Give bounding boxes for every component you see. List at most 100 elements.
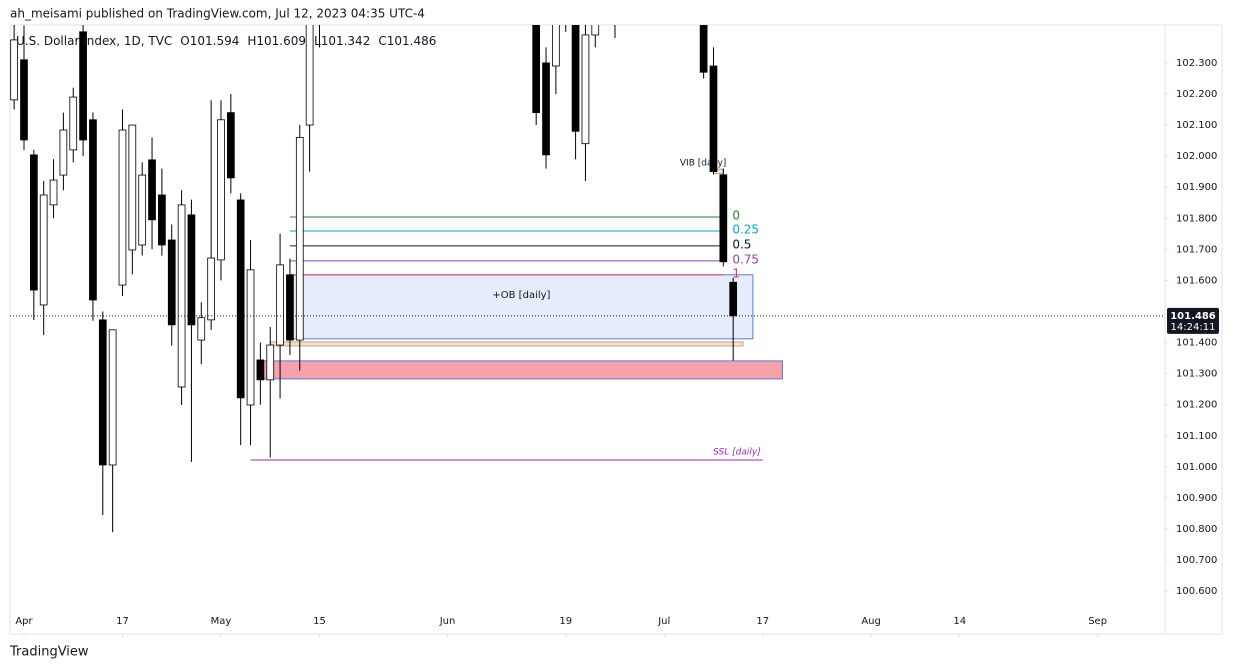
x-tick-label: Aug <box>861 616 881 627</box>
y-tick-label: 101.000 <box>1176 462 1217 473</box>
last-price-tag <box>1167 307 1219 334</box>
ssl-label: SSL [daily] <box>713 448 761 458</box>
candle-body <box>89 119 97 301</box>
x-tick-label: 17 <box>116 616 129 627</box>
candle-body <box>729 281 738 317</box>
legend: U.S. Dollar Index, 1D, TVC O101.594 H101.6… <box>16 34 436 48</box>
candle-body <box>167 239 176 326</box>
y-tick-label: 101.400 <box>1176 338 1217 349</box>
candle-body <box>49 179 58 206</box>
candle-body <box>266 344 275 381</box>
candle-body <box>226 112 235 179</box>
candle-body <box>591 25 600 36</box>
candle-body <box>158 194 166 246</box>
x-tick-label: Jun <box>439 616 456 627</box>
candle-body <box>59 129 68 176</box>
y-tick-label: 100.700 <box>1176 555 1217 566</box>
c-value: 101.486 <box>387 34 437 48</box>
y-tick-label: 101.800 <box>1176 213 1217 224</box>
candle-body <box>20 59 28 141</box>
ob-label: +OB [daily] <box>492 290 550 301</box>
x-tick-label: Jul <box>657 616 670 627</box>
ob-box <box>289 274 754 340</box>
candle-body <box>581 34 590 145</box>
candle-body <box>256 359 265 381</box>
candle-body <box>562 0 569 16</box>
y-tick-label: 100.900 <box>1176 493 1217 504</box>
plot: +OB [daily] 00.250.50.751 SSL [daily] VIB [… <box>10 0 1165 533</box>
y-tick-label: 101.100 <box>1176 431 1217 442</box>
axes: 100.600 100.700 100.800 100.900 101.000 101.1… <box>15 58 1219 637</box>
fib-label: 0.5 <box>732 237 751 251</box>
candle-body <box>39 194 48 306</box>
last-price-label: 101.486 <box>1170 311 1216 322</box>
x-tick-label: 15 <box>313 616 326 627</box>
y-tick-label: 101.900 <box>1176 182 1217 193</box>
candle-body <box>69 96 78 151</box>
x-tick-label: Apr <box>15 616 33 627</box>
candle-body <box>217 119 225 261</box>
brand: TradingView <box>9 645 89 660</box>
h-value: 101.609 <box>256 34 306 48</box>
y-tick-label: 101.200 <box>1176 400 1217 411</box>
fib-label: 0 <box>732 209 740 223</box>
vib-label: VIB [daily] <box>680 159 726 169</box>
candle-body <box>79 31 87 141</box>
candle-body <box>552 25 560 67</box>
y-tick-label: 102.100 <box>1176 120 1217 131</box>
x-tick-label: May <box>211 616 232 627</box>
fib-label: 0.75 <box>732 252 759 266</box>
candle-body <box>236 199 245 399</box>
x-tick-label: Sep <box>1088 616 1107 627</box>
y-tick-label: 101.300 <box>1176 369 1217 380</box>
candle-body <box>177 204 186 388</box>
candle-body <box>532 25 541 114</box>
publisher: ah_meisami published on TradingView.com,… <box>10 7 425 21</box>
candle-body <box>246 269 255 406</box>
fib-label: 0.25 <box>732 223 759 237</box>
thin-box <box>269 341 744 347</box>
candle-body <box>10 39 18 101</box>
x-tick-label: 19 <box>559 616 572 627</box>
x-tick-label: 14 <box>953 616 966 627</box>
candle-body <box>699 25 708 73</box>
candle-body <box>128 124 137 251</box>
candle-body <box>295 137 304 341</box>
y-tick-label: 100.800 <box>1176 524 1217 535</box>
candle-body <box>709 65 718 173</box>
candle-body <box>542 62 550 156</box>
zone-box <box>257 360 783 380</box>
y-tick-label: 100.600 <box>1176 586 1217 597</box>
o-value: 101.594 <box>190 34 240 48</box>
y-tick-label: 102.200 <box>1176 89 1217 100</box>
candle-body <box>276 264 284 346</box>
x-tick-label: 17 <box>756 616 769 627</box>
chart-frame <box>9 24 1223 635</box>
y-tick-label: 101.600 <box>1176 275 1217 286</box>
l-value: 101.342 <box>321 34 371 48</box>
candle-body <box>148 159 156 221</box>
candle-body <box>108 329 117 466</box>
candle-body <box>286 274 294 341</box>
y-tick-label: 102.000 <box>1176 151 1217 162</box>
candle-body <box>571 25 580 132</box>
candle-body <box>138 174 147 246</box>
countdown: 14:24:11 <box>1171 322 1216 333</box>
y-tick-label: 101.700 <box>1176 244 1217 255</box>
l-label: L <box>314 34 321 48</box>
candle-body <box>305 25 314 126</box>
symbol: U.S. Dollar Index, 1D, TVC <box>16 34 172 48</box>
candle-body <box>118 129 127 286</box>
fib-label: 1 <box>732 266 740 280</box>
o-label: O <box>180 34 189 48</box>
candle-body <box>29 154 38 291</box>
candle-body <box>719 174 728 263</box>
h-label: H <box>247 34 256 48</box>
candle-body <box>187 214 196 326</box>
candle-body <box>98 319 107 466</box>
c-label: C <box>378 34 386 48</box>
candle-body <box>207 257 215 321</box>
candle-body <box>197 317 206 341</box>
